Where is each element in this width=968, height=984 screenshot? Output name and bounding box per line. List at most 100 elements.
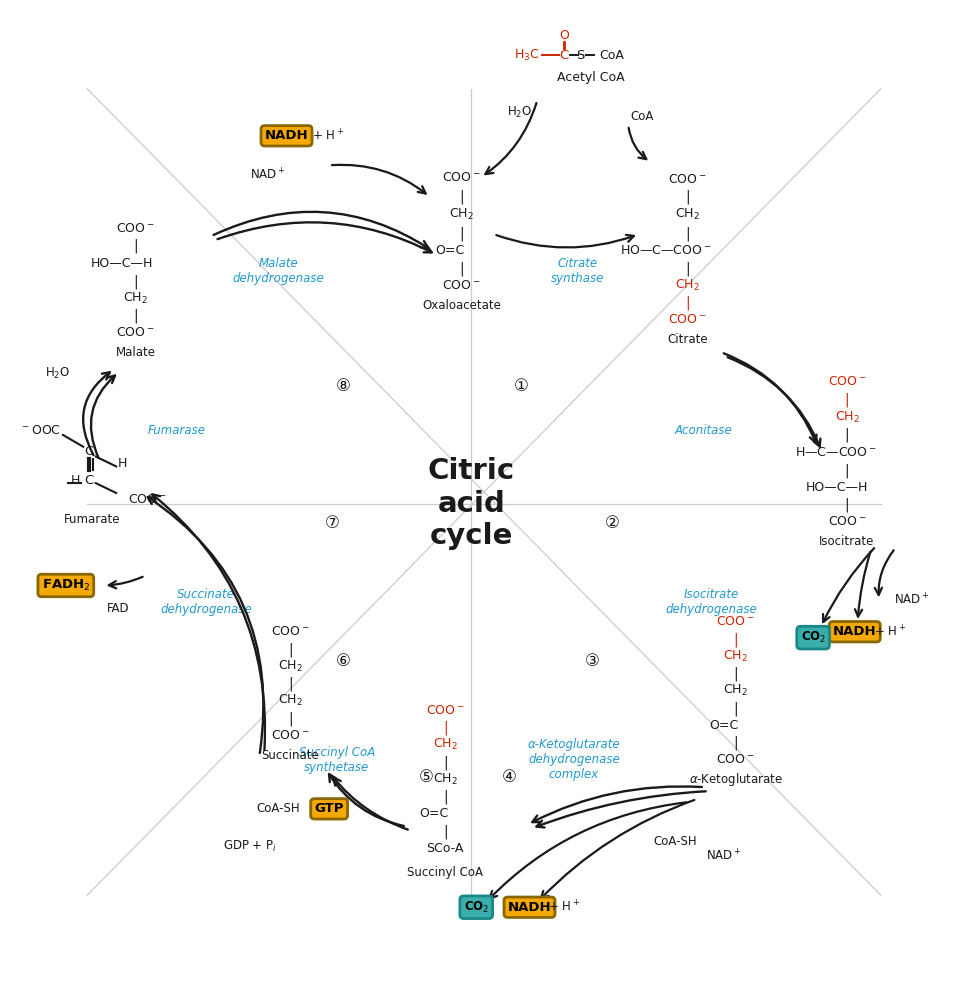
Text: CoA: CoA (599, 48, 624, 62)
Text: Malate
dehydrogenase: Malate dehydrogenase (233, 257, 324, 284)
Text: ④: ④ (501, 769, 517, 786)
Text: COO$^-$: COO$^-$ (116, 326, 155, 339)
Text: C: C (84, 445, 94, 459)
Text: Citric
acid
cycle: Citric acid cycle (428, 458, 515, 550)
Text: SCo-A: SCo-A (427, 841, 464, 855)
Text: FAD: FAD (106, 601, 130, 615)
Text: NAD$^+$: NAD$^+$ (894, 592, 929, 608)
Text: COO$^-$: COO$^-$ (271, 728, 310, 742)
Text: C: C (560, 48, 569, 62)
Text: Succinyl CoA: Succinyl CoA (408, 866, 483, 880)
Text: COO$^-$: COO$^-$ (271, 625, 310, 639)
Text: ⑤: ⑤ (418, 769, 434, 786)
Text: |: | (685, 262, 689, 276)
Text: COO$^-$: COO$^-$ (128, 493, 166, 507)
Text: COO$^-$: COO$^-$ (668, 172, 707, 186)
Text: |: | (443, 721, 447, 735)
Text: |: | (845, 393, 849, 406)
Text: ②: ② (604, 515, 620, 532)
Text: H: H (71, 473, 80, 487)
Text: O: O (560, 29, 569, 42)
Text: NAD$^+$: NAD$^+$ (251, 167, 286, 183)
Text: $^-$OOC: $^-$OOC (20, 424, 61, 438)
Text: |: | (685, 296, 689, 310)
Text: H$_2$O: H$_2$O (507, 104, 532, 120)
Text: COO$^-$: COO$^-$ (828, 515, 866, 528)
Text: COO$^-$: COO$^-$ (442, 278, 481, 292)
Text: NAD$^+$: NAD$^+$ (707, 848, 741, 864)
Text: Succinyl CoA
synthetase: Succinyl CoA synthetase (299, 746, 375, 773)
Text: + H$^+$: + H$^+$ (312, 128, 345, 144)
Text: Malate: Malate (115, 345, 156, 359)
Text: |: | (288, 677, 292, 691)
Text: CH$_2$: CH$_2$ (278, 693, 303, 708)
Text: |: | (134, 309, 137, 323)
Text: Fumarate: Fumarate (64, 513, 120, 526)
Text: COO$^-$: COO$^-$ (668, 313, 707, 327)
Text: HO—C—COO$^-$: HO—C—COO$^-$ (620, 244, 711, 258)
Text: |: | (734, 702, 738, 715)
Text: + H$^+$: + H$^+$ (873, 624, 906, 640)
Text: CH$_2$: CH$_2$ (675, 207, 700, 222)
Text: |: | (685, 190, 689, 204)
Text: O=C: O=C (419, 807, 448, 821)
Text: O=C: O=C (436, 244, 465, 258)
Text: |: | (734, 736, 738, 750)
Text: |: | (288, 643, 292, 656)
Text: COO$^-$: COO$^-$ (828, 375, 866, 389)
Text: CH$_2$: CH$_2$ (723, 683, 748, 699)
Text: COO$^-$: COO$^-$ (442, 170, 481, 184)
Text: GDP + P$_i$: GDP + P$_i$ (223, 838, 277, 854)
Text: CH$_2$: CH$_2$ (433, 737, 458, 753)
Text: CH$_2$: CH$_2$ (449, 207, 474, 222)
Text: |: | (685, 227, 689, 241)
Text: Isocitrate: Isocitrate (819, 534, 875, 548)
Text: Fumarase: Fumarase (148, 424, 206, 438)
Text: CO$_2$: CO$_2$ (801, 630, 826, 646)
Text: Aconitase: Aconitase (675, 424, 733, 438)
Text: |: | (134, 275, 137, 288)
Text: |: | (460, 262, 464, 276)
Text: C: C (84, 473, 94, 487)
Text: ③: ③ (585, 652, 600, 670)
Text: |: | (460, 190, 464, 204)
Text: COO$^-$: COO$^-$ (426, 704, 465, 717)
Text: ①: ① (513, 377, 529, 395)
Text: CO$_2$: CO$_2$ (464, 899, 489, 915)
Text: S: S (577, 48, 585, 62)
Text: Isocitrate
dehydrogenase: Isocitrate dehydrogenase (666, 588, 757, 616)
Text: HO—C—H: HO—C—H (91, 257, 153, 271)
Text: ⑥: ⑥ (336, 652, 351, 670)
Text: α-Ketoglutarate
dehydrogenase
complex: α-Ketoglutarate dehydrogenase complex (528, 738, 620, 781)
Text: CoA-SH: CoA-SH (652, 834, 697, 848)
Text: Citrate: Citrate (667, 333, 708, 346)
Text: CH$_2$: CH$_2$ (278, 658, 303, 674)
Text: HO—C—H: HO—C—H (806, 480, 868, 494)
Text: Succinate
dehydrogenase: Succinate dehydrogenase (161, 588, 252, 616)
Text: Succinate: Succinate (261, 749, 319, 763)
Text: CoA-SH: CoA-SH (256, 802, 300, 816)
Text: H—C—COO$^-$: H—C—COO$^-$ (795, 446, 876, 460)
Text: CoA: CoA (630, 109, 653, 123)
Text: $\alpha$-Ketoglutarate: $\alpha$-Ketoglutarate (688, 770, 783, 788)
Text: COO$^-$: COO$^-$ (116, 221, 155, 235)
Text: H: H (117, 457, 127, 470)
Text: + H$^+$: + H$^+$ (548, 899, 581, 915)
Text: |: | (288, 711, 292, 725)
Text: CH$_2$: CH$_2$ (433, 771, 458, 787)
Text: FADH$_2$: FADH$_2$ (42, 578, 90, 593)
Text: |: | (734, 667, 738, 681)
Text: H$_2$O: H$_2$O (45, 366, 71, 382)
Text: |: | (845, 428, 849, 442)
Text: NADH: NADH (264, 129, 309, 143)
Text: NADH: NADH (832, 625, 877, 639)
Text: NADH: NADH (507, 900, 552, 914)
Text: GTP: GTP (315, 802, 344, 816)
Text: CH$_2$: CH$_2$ (123, 290, 148, 306)
Text: |: | (734, 633, 738, 646)
Text: |: | (134, 239, 137, 253)
Text: |: | (460, 227, 464, 241)
Text: |: | (443, 825, 447, 838)
Text: |: | (443, 756, 447, 769)
Text: Acetyl CoA: Acetyl CoA (557, 71, 624, 85)
